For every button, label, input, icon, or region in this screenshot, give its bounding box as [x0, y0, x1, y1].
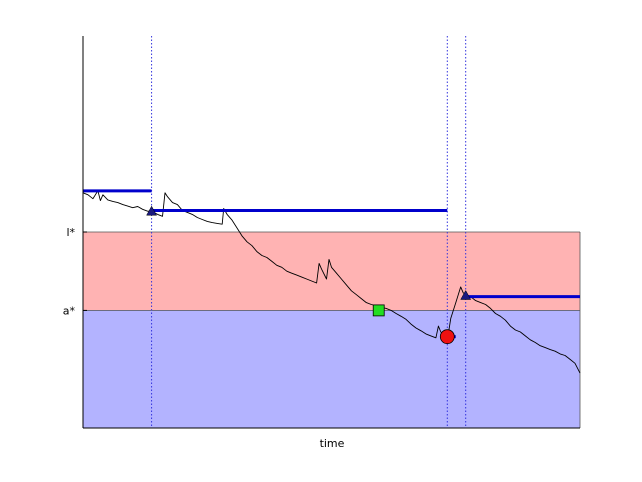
levels-layer	[83, 189, 580, 339]
sample-path-line	[82, 190, 581, 374]
y-tick-label: a*	[63, 304, 76, 317]
markers-layer	[146, 205, 472, 345]
vlines-layer	[151, 36, 467, 428]
square-marker	[372, 304, 385, 317]
y-tick-label: l*	[66, 226, 75, 239]
bands-layer	[83, 231, 581, 428]
ytick-layer: l* a*	[63, 226, 87, 317]
path-layer	[82, 190, 581, 374]
band-below-a	[83, 310, 580, 428]
x-axis-label: time	[320, 437, 345, 450]
triangle-marker	[460, 289, 472, 300]
circle-marker	[439, 329, 455, 345]
triangle-marker	[146, 205, 158, 216]
band-between-a-and-l	[83, 232, 580, 311]
